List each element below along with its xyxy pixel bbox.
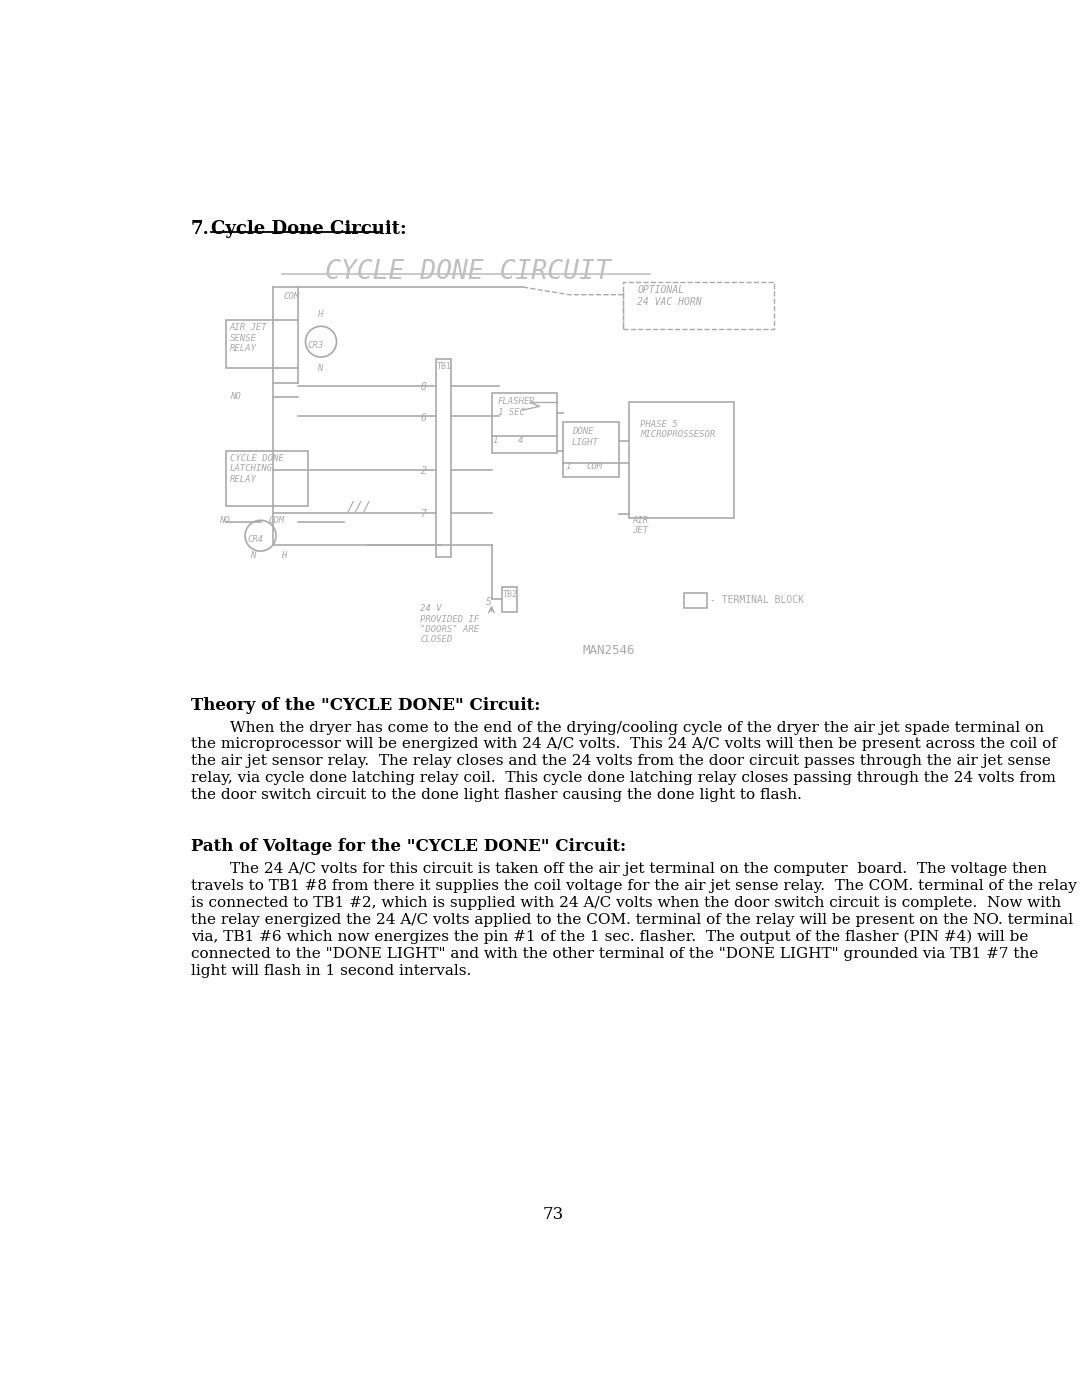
Text: Path of Voltage for the "CYCLE DONE" Circuit:: Path of Voltage for the "CYCLE DONE" Cir…	[191, 838, 626, 855]
Text: H: H	[316, 310, 322, 319]
Bar	[630, 402, 734, 518]
Text: NO: NO	[230, 393, 241, 401]
Bar	[435, 359, 451, 557]
Text: ///: ///	[347, 499, 373, 513]
Text: 4: 4	[518, 436, 524, 444]
Text: H: H	[281, 550, 286, 560]
Text: is connected to TB1 #2, which is supplied with 24 A/C volts when the door switch: is connected to TB1 #2, which is supplie…	[191, 895, 1061, 909]
Text: 24 V
PROVIDED IF
"DOORS" ARE
CLOSED: 24 V PROVIDED IF "DOORS" ARE CLOSED	[420, 605, 480, 644]
Text: MAN2546: MAN2546	[583, 644, 635, 657]
Text: PHASE 5
MICROPROSSESOR: PHASE 5 MICROPROSSESOR	[640, 419, 716, 439]
Text: COM: COM	[284, 292, 300, 302]
Bar	[491, 393, 556, 453]
Text: N: N	[316, 365, 322, 373]
Text: CR3: CR3	[308, 341, 324, 351]
Text: Theory of the "CYCLE DONE" Circuit:: Theory of the "CYCLE DONE" Circuit:	[191, 697, 540, 714]
Text: DONE
LIGHT: DONE LIGHT	[572, 427, 599, 447]
Text: COM: COM	[268, 517, 284, 525]
Bar	[563, 422, 619, 478]
Text: OPTIONAL
24 VAC HORN: OPTIONAL 24 VAC HORN	[637, 285, 702, 307]
Text: TB1: TB1	[437, 362, 453, 370]
Bar	[623, 282, 774, 330]
Text: via, TB1 #6 which now energizes the pin #1 of the 1 sec. flasher.  The output of: via, TB1 #6 which now energizes the pin …	[191, 930, 1028, 944]
Bar	[684, 592, 707, 608]
Text: Cycle Done Circuit:: Cycle Done Circuit:	[211, 219, 406, 237]
Text: TB2: TB2	[503, 591, 518, 599]
Text: FLASHER
1 SEC: FLASHER 1 SEC	[498, 397, 536, 416]
Bar	[501, 587, 517, 612]
Text: N: N	[249, 550, 255, 560]
Text: the relay energized the 24 A/C volts applied to the COM. terminal of the relay w: the relay energized the 24 A/C volts app…	[191, 914, 1072, 928]
Text: 2: 2	[420, 467, 427, 476]
Text: 8: 8	[420, 381, 427, 391]
Text: 1: 1	[492, 436, 498, 444]
Text: the microprocessor will be energized with 24 A/C volts.  This 24 A/C volts will : the microprocessor will be energized wit…	[191, 738, 1056, 752]
Text: CYCLE DONE CIRCUIT: CYCLE DONE CIRCUIT	[325, 258, 611, 285]
Text: NO: NO	[218, 517, 229, 525]
Text: AIR JET
SENSE
RELAY: AIR JET SENSE RELAY	[230, 323, 267, 353]
Text: 6: 6	[420, 412, 427, 422]
Text: relay, via cycle done latching relay coil.  This cycle done latching relay close: relay, via cycle done latching relay coi…	[191, 771, 1055, 785]
Text: 73: 73	[543, 1206, 564, 1222]
Text: - TERMINAL BLOCK: - TERMINAL BLOCK	[710, 595, 804, 605]
Text: The 24 A/C volts for this circuit is taken off the air jet terminal on the compu: The 24 A/C volts for this circuit is tak…	[191, 862, 1047, 876]
Text: connected to the "DONE LIGHT" and with the other terminal of the "DONE LIGHT" gr: connected to the "DONE LIGHT" and with t…	[191, 947, 1038, 961]
Bar	[227, 320, 298, 367]
Text: 1: 1	[566, 462, 571, 471]
Text: travels to TB1 #8 from there it supplies the coil voltage for the air jet sense : travels to TB1 #8 from there it supplies…	[191, 879, 1077, 893]
Text: CYCLE DONE
LATCHING
RELAY: CYCLE DONE LATCHING RELAY	[230, 454, 283, 483]
Text: 7: 7	[420, 509, 427, 518]
Text: COM: COM	[586, 462, 603, 471]
Text: When the dryer has come to the end of the drying/cooling cycle of the dryer the : When the dryer has come to the end of th…	[191, 721, 1043, 735]
Text: AIR
JET: AIR JET	[633, 515, 649, 535]
Text: CR4: CR4	[247, 535, 264, 543]
Text: light will flash in 1 second intervals.: light will flash in 1 second intervals.	[191, 964, 471, 978]
Text: 7.: 7.	[191, 219, 210, 237]
Bar	[227, 451, 308, 507]
Text: the door switch circuit to the done light flasher causing the done light to flas: the door switch circuit to the done ligh…	[191, 788, 801, 802]
Text: 5: 5	[486, 598, 491, 608]
Text: the air jet sensor relay.  The relay closes and the 24 volts from the door circu: the air jet sensor relay. The relay clos…	[191, 754, 1051, 768]
